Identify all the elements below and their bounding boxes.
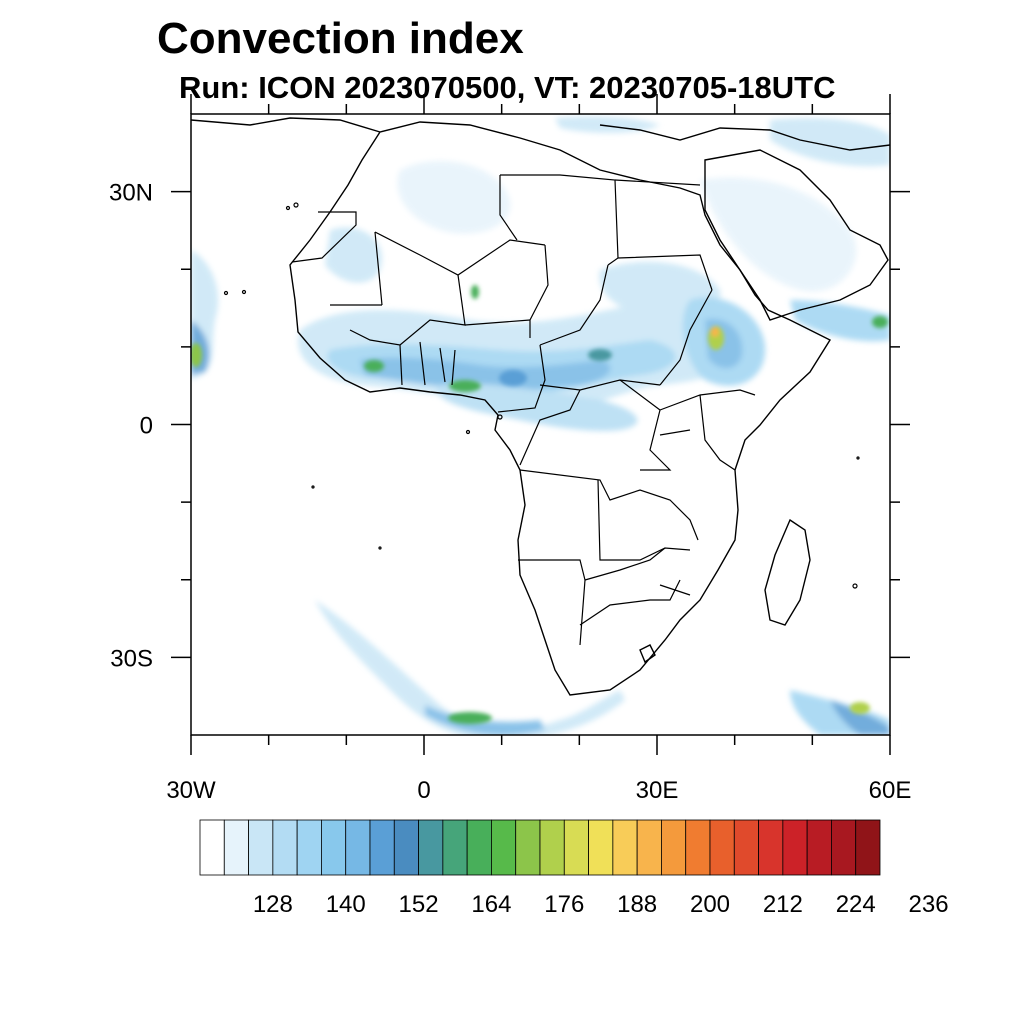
chart-subtitle: Run: ICON 2023070500, VT: 20230705-18UTC [179,70,836,105]
colorbar-swatch [758,819,784,876]
colorbar-label: 212 [763,891,803,918]
lon-label: 60E [869,777,912,804]
colorbar-swatch [199,819,225,876]
colorbar-label: 152 [399,891,439,918]
colorbar-label: 188 [617,891,657,918]
colorbar-swatch [685,819,711,876]
lat-label: 30N [109,180,153,207]
colorbar-swatch [806,819,832,876]
colorbar-label: 176 [544,891,584,918]
lon-label: 30E [636,777,679,804]
colorbar-label: 140 [326,891,366,918]
colorbar-swatch [563,819,589,876]
colorbar-swatch [466,819,492,876]
colorbar-swatch [661,819,687,876]
colorbar-label: 200 [690,891,730,918]
lon-label: 0 [417,777,430,804]
colorbar-label: 236 [909,891,949,918]
chart-title: Convection index [157,14,524,63]
colorbar-label: 128 [253,891,293,918]
colorbar-swatch [369,819,395,876]
colorbar-swatch [272,819,298,876]
colorbar-swatch [393,819,419,876]
axis-ticks [171,94,910,755]
colorbar-swatch [345,819,371,876]
colorbar-swatch [442,819,468,876]
colorbar-swatch [709,819,735,876]
colorbar-swatch [515,819,541,876]
colorbar-swatch [831,819,857,876]
colorbar-swatch [782,819,808,876]
lon-label: 30W [166,777,216,804]
colorbar-swatch [321,819,347,876]
convection-field [191,116,890,735]
colorbar-swatch [491,819,517,876]
colorbar-labels: 128 140 152 164 176 188 200 212 224 236 [253,891,949,918]
colorbar-swatch [296,819,322,876]
colorbar-swatch [733,819,759,876]
colorbar-swatch [588,819,614,876]
coastlines [191,117,890,696]
lat-label: 0 [140,413,153,440]
colorbar-swatch [248,819,274,876]
colorbar-label: 164 [471,891,511,918]
colorbar [199,819,881,876]
longitude-labels: 30W 0 30E 60E [166,777,911,804]
colorbar-label: 224 [836,891,876,918]
colorbar-swatch [539,819,565,876]
colorbar-swatch [636,819,662,876]
colorbar-swatch [418,819,444,876]
colorbar-swatch [223,819,249,876]
latitude-labels: 30N 0 30S [109,180,153,673]
lat-label: 30S [110,645,153,672]
colorbar-swatch [612,819,638,876]
country-borders [291,174,756,646]
colorbar-swatch [855,819,881,876]
islands [223,202,860,589]
